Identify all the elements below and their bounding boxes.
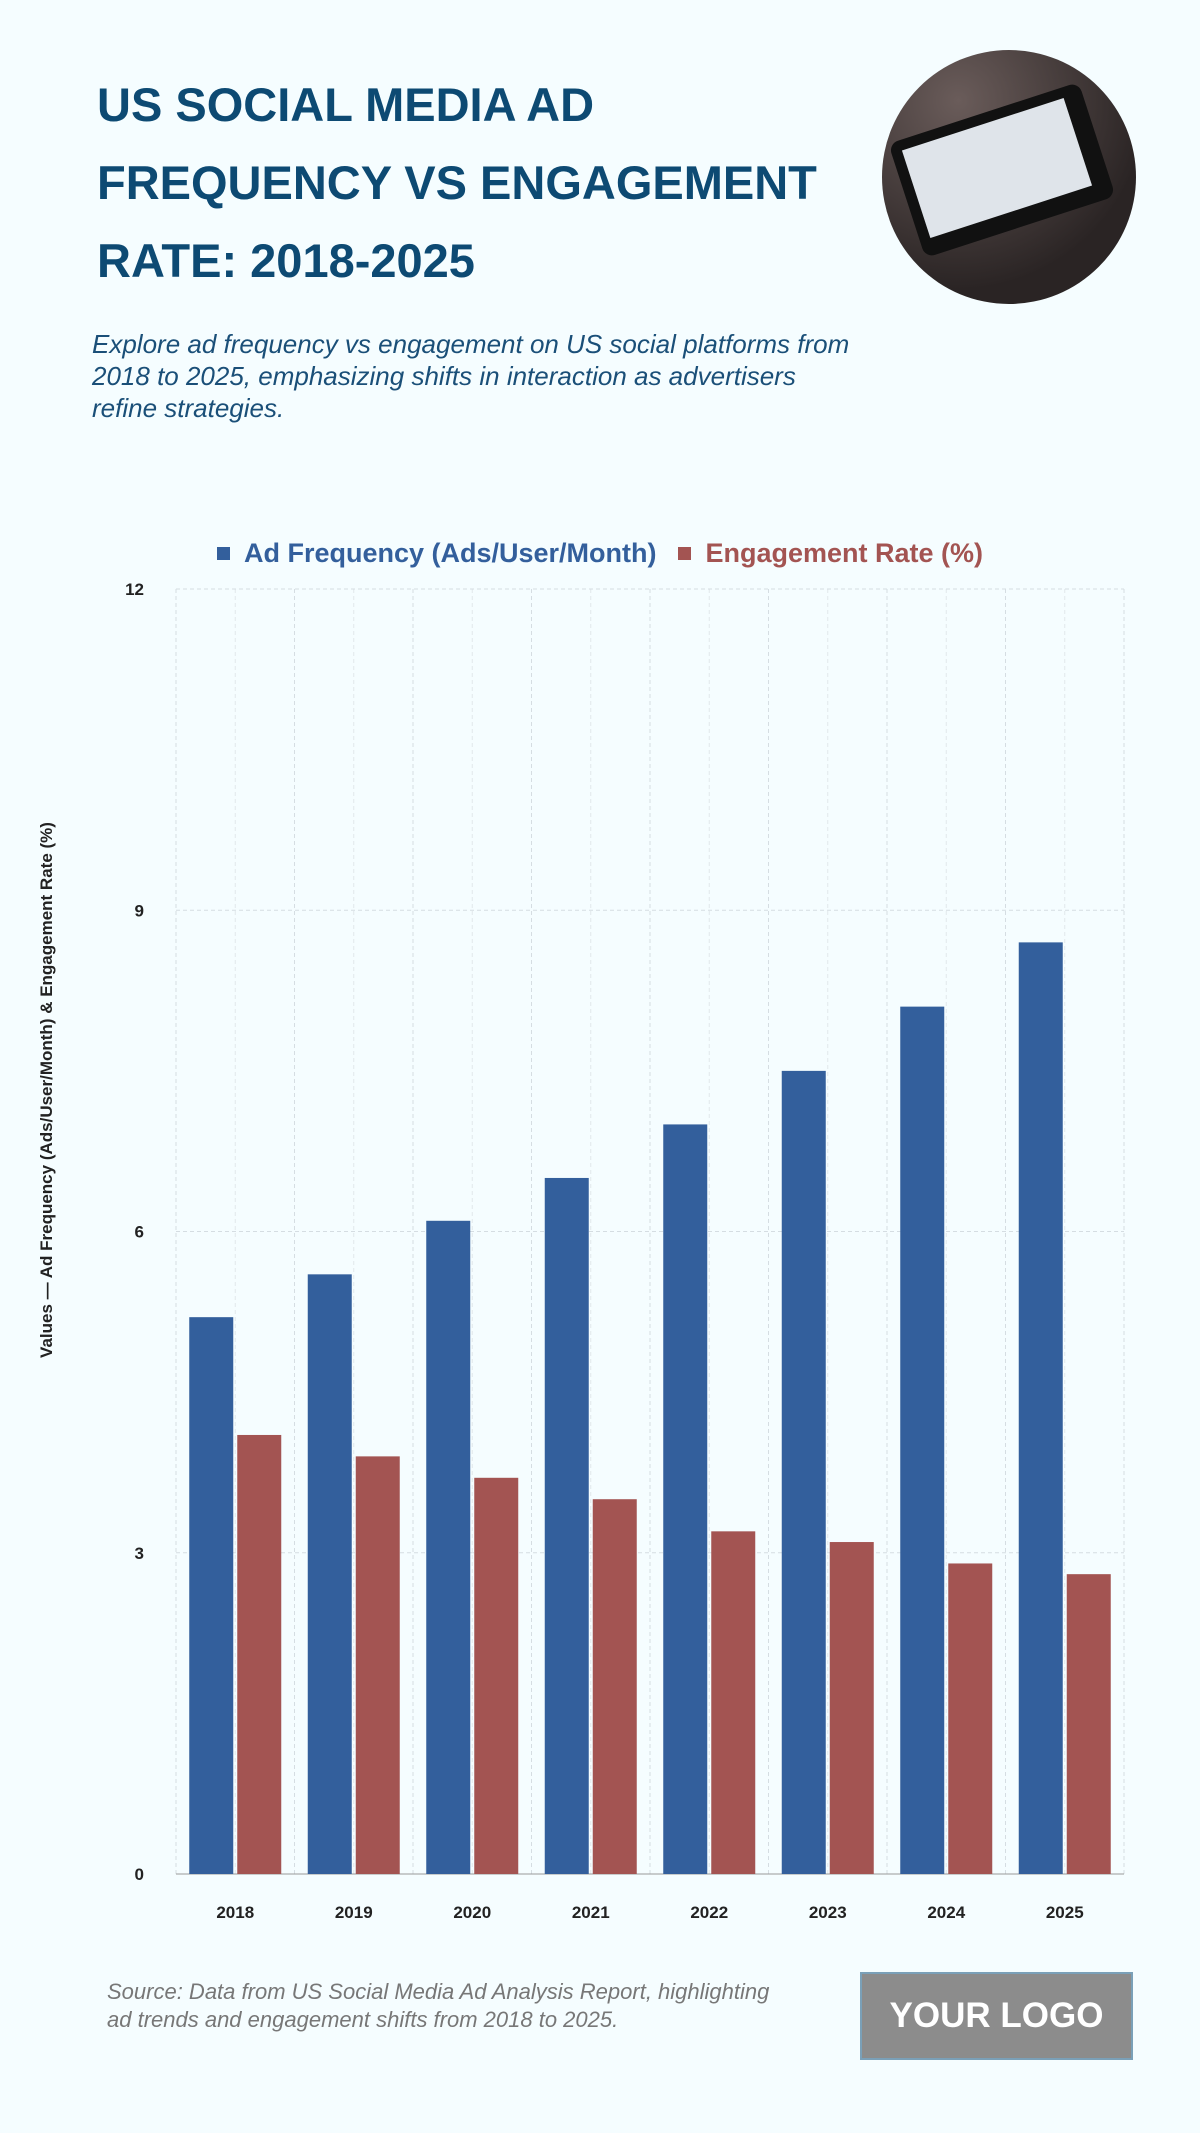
y-tick-label: 6 — [135, 1223, 144, 1242]
bar-engagement-rate-2024 — [948, 1563, 993, 1874]
bar-ad-frequency-2022 — [663, 1124, 708, 1874]
chart-legend: Ad Frequency (Ads/User/Month) Engagement… — [0, 538, 1200, 569]
x-tick-label: 2021 — [572, 1903, 610, 1922]
x-tick-label: 2022 — [690, 1903, 728, 1922]
y-tick-label: 9 — [135, 901, 144, 920]
legend-swatch — [678, 547, 692, 560]
bar-engagement-rate-2019 — [355, 1456, 400, 1874]
bar-engagement-rate-2022 — [711, 1531, 756, 1874]
bar-ad-frequency-2025 — [1018, 942, 1063, 1874]
x-tick-label: 2019 — [335, 1903, 373, 1922]
bar-engagement-rate-2025 — [1066, 1574, 1111, 1874]
legend-label: Engagement Rate (%) — [705, 538, 984, 568]
bar-ad-frequency-2021 — [544, 1177, 589, 1874]
logo-placeholder: YOUR LOGO — [860, 1972, 1133, 2060]
legend-label: Ad Frequency (Ads/User/Month) — [243, 538, 657, 568]
legend-item-ad-frequency: Ad Frequency (Ads/User/Month) — [216, 538, 657, 569]
bar-ad-frequency-2024 — [900, 1006, 945, 1874]
y-tick-label: 12 — [125, 580, 144, 599]
x-tick-label: 2025 — [1046, 1903, 1084, 1922]
x-tick-label: 2020 — [453, 1903, 491, 1922]
bar-ad-frequency-2023 — [781, 1070, 826, 1874]
y-tick-label: 0 — [135, 1865, 144, 1884]
legend-swatch — [216, 547, 230, 560]
bar-engagement-rate-2023 — [829, 1542, 874, 1874]
bar-ad-frequency-2020 — [426, 1220, 471, 1874]
x-tick-label: 2024 — [927, 1903, 965, 1922]
bar-engagement-rate-2018 — [237, 1434, 282, 1874]
bar-engagement-rate-2021 — [592, 1499, 637, 1874]
y-tick-label: 3 — [135, 1544, 144, 1563]
source-note: Source: Data from US Social Media Ad Ana… — [107, 1979, 770, 2032]
phone-photo — [882, 50, 1136, 304]
page-subtitle: Explore ad frequency vs engagement on US… — [92, 329, 850, 423]
x-tick-label: 2023 — [809, 1903, 847, 1922]
bar-ad-frequency-2019 — [307, 1274, 352, 1874]
x-tick-label: 2018 — [216, 1903, 254, 1922]
bar-ad-frequency-2018 — [189, 1317, 234, 1874]
legend-item-engagement-rate: Engagement Rate (%) — [678, 538, 983, 569]
bar-engagement-rate-2020 — [474, 1477, 519, 1874]
page-title: US SOCIAL MEDIA AD FREQUENCY VS ENGAGEME… — [97, 78, 817, 287]
